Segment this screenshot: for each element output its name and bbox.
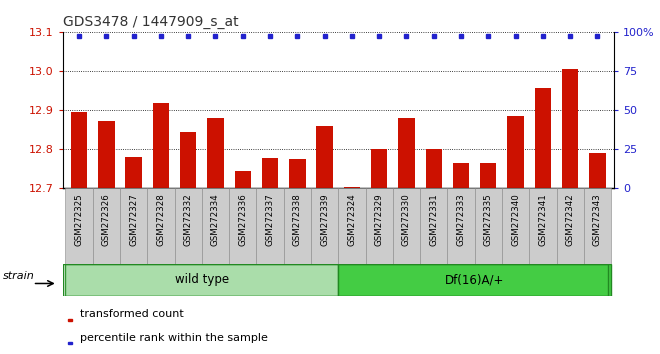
Text: GSM272343: GSM272343 [593,194,602,246]
Bar [344,187,360,188]
Text: GSM272337: GSM272337 [265,194,275,246]
Text: GSM272334: GSM272334 [211,194,220,246]
Text: GSM272338: GSM272338 [293,194,302,246]
Bar [556,188,584,264]
Text: GSM272330: GSM272330 [402,194,411,246]
Bar [529,188,556,264]
Bar [426,149,442,188]
Bar [420,188,447,264]
Bar [393,188,420,264]
Bar [68,319,72,321]
Bar [71,112,87,188]
Bar [535,88,551,188]
Bar [453,164,469,188]
Bar [125,157,142,188]
Bar [174,188,202,264]
Bar [589,153,606,188]
Text: wild type: wild type [175,273,229,286]
Text: GSM272339: GSM272339 [320,194,329,246]
Bar [480,164,496,188]
Bar [147,188,174,264]
Bar [120,188,147,264]
Bar [98,121,115,188]
Bar [398,118,414,188]
Bar [289,159,306,188]
Text: GSM272327: GSM272327 [129,194,138,246]
Bar [262,158,279,188]
Text: GSM272341: GSM272341 [539,194,547,246]
Text: GSM272333: GSM272333 [457,194,465,246]
Text: GSM272332: GSM272332 [183,194,193,246]
Text: GSM272328: GSM272328 [156,194,166,246]
Bar [284,188,311,264]
Bar [584,188,611,264]
Text: GDS3478 / 1447909_s_at: GDS3478 / 1447909_s_at [63,16,238,29]
Bar [207,118,224,188]
Bar [234,171,251,188]
Bar [256,188,284,264]
Text: GSM272340: GSM272340 [511,194,520,246]
Text: GSM272336: GSM272336 [238,194,248,246]
Bar [371,149,387,188]
Text: GSM272325: GSM272325 [75,194,84,246]
Bar [152,103,169,188]
Bar [68,342,72,344]
Bar [366,188,393,264]
Bar [338,188,366,264]
Text: GSM272329: GSM272329 [375,194,383,246]
Bar [92,188,120,264]
Text: strain: strain [3,272,35,281]
Text: GSM272342: GSM272342 [566,194,575,246]
Bar [316,126,333,188]
Bar [475,188,502,264]
Text: GSM272324: GSM272324 [347,194,356,246]
Text: GSM272326: GSM272326 [102,194,111,246]
Text: percentile rank within the sample: percentile rank within the sample [80,332,268,343]
Text: Df(16)A/+: Df(16)A/+ [445,273,504,286]
Text: transformed count: transformed count [80,309,184,320]
Bar [180,132,197,188]
Bar [65,264,338,296]
Bar [562,69,578,188]
Bar [229,188,256,264]
Bar [311,188,338,264]
Bar [338,264,611,296]
Bar [508,116,524,188]
Bar [202,188,229,264]
Bar [447,188,475,264]
Text: GSM272335: GSM272335 [484,194,493,246]
Bar [502,188,529,264]
Bar [65,188,92,264]
Text: GSM272331: GSM272331 [429,194,438,246]
